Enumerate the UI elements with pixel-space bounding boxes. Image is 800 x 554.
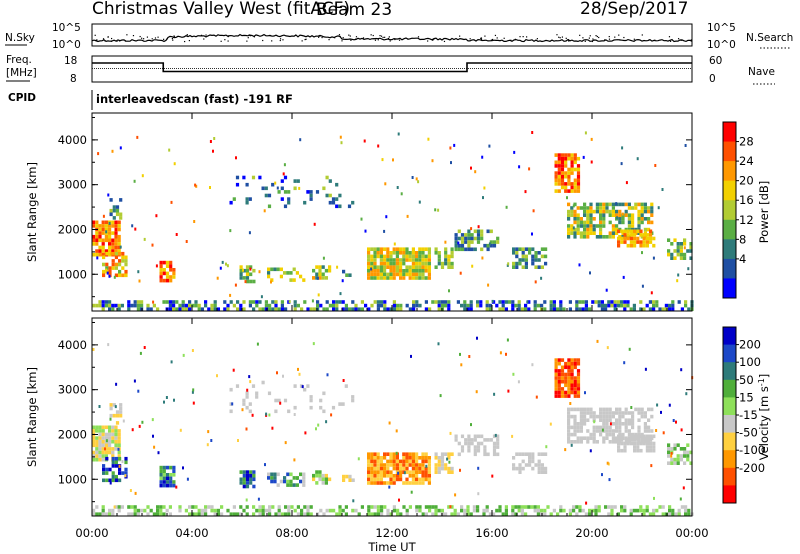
colorbar-swatch — [723, 219, 736, 240]
freq-tick-top: 18 — [64, 55, 77, 67]
colorbar-tick-label: 16 — [739, 193, 754, 207]
range-tick-label: 3000 — [58, 178, 87, 192]
power-ylabel: Slant Range [km] — [25, 162, 39, 262]
station-title: Christmas Valley West (fitACF) — [92, 0, 350, 19]
time-tick-label: 08:00 — [275, 526, 308, 540]
colorbar-swatch — [723, 161, 736, 182]
range-tick-label: 4000 — [58, 338, 87, 352]
noise-right-label: N.Search — [746, 32, 793, 44]
time-axis-label: Time UT — [367, 540, 416, 554]
velocity-scatter-cells — [92, 336, 694, 516]
colorbar-tick-label: -200 — [739, 461, 765, 475]
noise-right-tick-bottom: 10^0 — [707, 39, 736, 51]
velocity-ylabel: Slant Range [km] — [25, 367, 39, 467]
colorbar-tick-label: -100 — [739, 443, 765, 457]
colorbar-tick-label: -50 — [739, 426, 758, 440]
range-tick-label: 1000 — [58, 267, 87, 281]
nave-label: Nave — [748, 66, 775, 78]
time-tick-label: 20:00 — [575, 526, 608, 540]
colorbar-tick-label: 20 — [739, 174, 754, 188]
noise-sky-line — [91, 33, 693, 43]
cpid-text: interleavedscan (fast) -191 RF — [96, 92, 293, 106]
range-tick-label: 2000 — [58, 427, 87, 441]
range-tick-label: 2000 — [58, 222, 87, 236]
range-tick-label: 4000 — [58, 133, 87, 147]
time-tick-label: 16:00 — [475, 526, 508, 540]
colorbar-tick-label: 15 — [739, 390, 754, 404]
time-tick-label: 00:00 — [75, 526, 108, 540]
velocity-colorbar-label: Velocity [m s-1] — [757, 374, 771, 461]
colorbar-swatch — [723, 432, 736, 451]
time-tick-label: 04:00 — [175, 526, 208, 540]
colorbar-tick-label: 100 — [739, 355, 761, 369]
noise-left-tick-bottom: 10^0 — [52, 39, 81, 51]
beam-title: Beam 23 — [316, 0, 392, 20]
colorbar-swatch — [723, 362, 736, 381]
colorbar-tick-label: 24 — [739, 154, 754, 168]
noise-right-tick-top: 10^5 — [707, 22, 736, 34]
colorbar-tick-label: -15 — [739, 408, 758, 422]
range-tick-label: 3000 — [58, 383, 87, 397]
power-panel: 1000 2000 3000 4000 Slant Range [km] 28 24 20… — [25, 112, 771, 312]
colorbar-swatch — [723, 278, 736, 299]
power-scatter-cells — [92, 131, 694, 311]
colorbar-swatch — [723, 450, 736, 469]
time-tick-label: 00:00 — [675, 526, 708, 540]
power-colorbar-label: Power [dB] — [757, 181, 771, 244]
nave-dots — [92, 68, 691, 69]
colorbar-swatch — [723, 122, 736, 143]
colorbar-swatch — [723, 344, 736, 363]
cpid-label: CPID — [8, 92, 36, 104]
colorbar-swatch — [723, 379, 736, 398]
colorbar-swatch — [723, 258, 736, 279]
power-y-axis: 1000 2000 3000 4000 — [58, 116, 692, 298]
colorbar-swatch — [723, 200, 736, 221]
colorbar-tick-label: 8 — [739, 232, 746, 246]
colorbar-swatch — [723, 180, 736, 201]
noise-panel: N.Sky 10^5 10^0 10^5 10^0 N.Search — [5, 22, 793, 51]
frequency-panel: Freq. [MHz] 18 8 60 0 Nave CPID interlea… — [6, 54, 775, 110]
freq-label-2: [MHz] — [6, 67, 37, 79]
velocity-colorbar: 200 100 50 15 -15 -50 -100 -200 — [722, 326, 765, 504]
time-tick-label: 12:00 — [375, 526, 408, 540]
colorbar-swatch — [723, 467, 736, 486]
colorbar-swatch — [723, 415, 736, 434]
noise-left-label: N.Sky — [5, 32, 35, 44]
noise-left-tick-top: 10^5 — [52, 22, 81, 34]
power-colorbar: 28 24 20 16 12 8 4 — [722, 121, 754, 299]
colorbar-swatch — [723, 327, 736, 346]
noise-search-dots — [94, 34, 692, 43]
colorbar-tick-label: 200 — [739, 338, 761, 352]
colorbar-tick-label: 28 — [739, 135, 754, 149]
nave-tick-top: 60 — [709, 55, 722, 67]
colorbar-tick-label: 12 — [739, 213, 754, 227]
colorbar-swatch — [723, 239, 736, 260]
colorbar-swatch — [723, 485, 736, 504]
date-title: 28/Sep/2017 — [580, 0, 688, 19]
nave-tick-bottom: 0 — [709, 73, 716, 85]
frequency-line — [92, 62, 692, 73]
colorbar-tick-label: 50 — [739, 373, 754, 387]
velocity-y-axis: 1000 2000 3000 4000 — [58, 321, 692, 503]
range-tick-label: 1000 — [58, 472, 87, 486]
freq-tick-bottom: 8 — [70, 73, 77, 85]
freq-label-1: Freq. — [6, 54, 32, 66]
colorbar-tick-label: 4 — [739, 252, 746, 266]
colorbar-swatch — [723, 141, 736, 162]
colorbar-swatch — [723, 397, 736, 416]
velocity-panel: 1000 2000 3000 4000 Slant Range [km] 200 100… — [25, 317, 771, 517]
time-axis: 00:00 04:00 08:00 12:00 16:00 20:00 00:00 — [75, 113, 709, 540]
